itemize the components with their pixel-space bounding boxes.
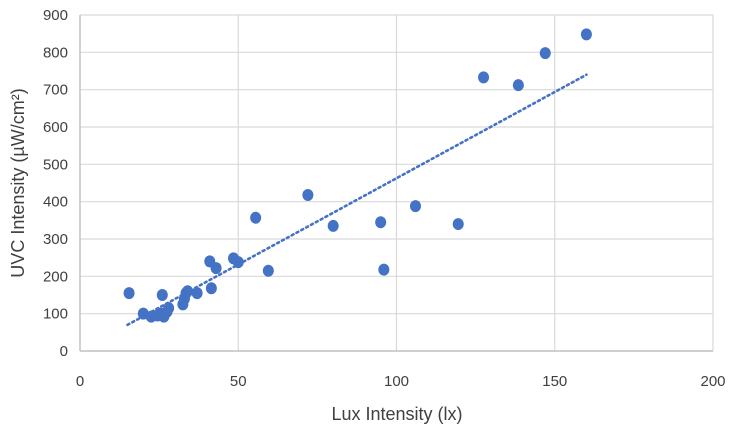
data-point	[182, 285, 194, 298]
y-tick-labels: 0 100 200 300 400 500 600 700 800 900	[43, 7, 68, 360]
gridlines	[80, 14, 714, 351]
x-tick-labels: 0 50 100 150 200	[76, 373, 726, 390]
trendline-group	[126, 73, 588, 327]
data-point	[163, 302, 175, 315]
data-point	[378, 263, 390, 276]
trendline	[126, 73, 588, 327]
data-point	[539, 47, 551, 60]
data-point	[580, 28, 592, 41]
y-tick-label: 200	[43, 268, 68, 285]
data-point	[302, 188, 314, 201]
x-axis-title: Lux Intensity (lx)	[331, 404, 462, 424]
data-point	[262, 264, 274, 277]
data-points	[123, 28, 592, 323]
x-tick-label: 150	[542, 373, 567, 390]
x-tick-label: 200	[700, 373, 725, 390]
data-point	[205, 282, 217, 295]
data-point	[375, 216, 387, 229]
y-tick-label: 500	[43, 156, 68, 173]
y-tick-label: 400	[43, 194, 68, 211]
data-point	[478, 71, 490, 84]
y-tick-label: 300	[43, 231, 68, 248]
x-tick-label: 0	[76, 373, 84, 390]
data-point	[250, 211, 262, 224]
data-point	[210, 262, 222, 275]
data-point	[512, 79, 524, 92]
y-axis-title: UVC Intensity (µW/cm²)	[8, 88, 28, 277]
data-point	[232, 256, 244, 269]
y-tick-label: 0	[60, 343, 68, 360]
data-point	[156, 289, 168, 301]
y-tick-label: 700	[43, 82, 68, 99]
data-point	[327, 219, 339, 232]
x-tick-label: 50	[230, 373, 247, 390]
data-point	[191, 287, 203, 300]
y-tick-label: 600	[43, 119, 68, 136]
axes	[79, 15, 713, 352]
x-tick-label: 100	[384, 373, 409, 390]
data-point	[123, 287, 135, 300]
data-point	[409, 200, 421, 213]
y-tick-label: 800	[43, 44, 68, 61]
data-point	[452, 218, 464, 231]
y-tick-label: 900	[43, 7, 68, 24]
y-tick-label: 100	[43, 306, 68, 323]
